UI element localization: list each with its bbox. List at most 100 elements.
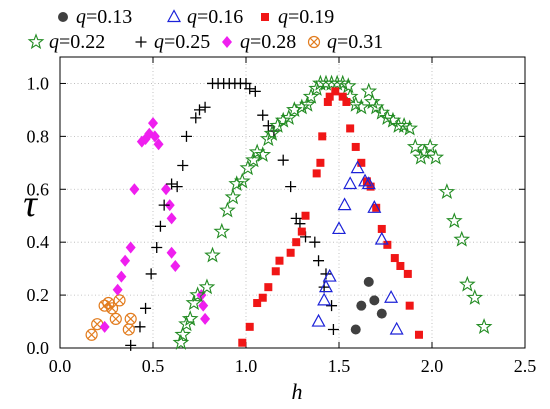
plus-point	[244, 83, 256, 95]
open-star-point	[233, 172, 251, 189]
open-star-point	[445, 212, 463, 229]
plus-point	[194, 104, 205, 116]
filled-diamond-point	[200, 312, 211, 325]
plus-point	[190, 112, 202, 124]
open-star-point	[198, 278, 216, 295]
legend-item: q=0.19	[256, 6, 334, 28]
filled-square-point	[357, 158, 366, 167]
x-tick-label: 1.5	[328, 356, 351, 376]
circled-x-point	[124, 312, 137, 325]
open-star-point	[280, 109, 298, 125]
open-triangle-point	[337, 197, 352, 211]
open-star-point	[239, 159, 257, 176]
filled-diamond-point	[166, 246, 177, 259]
open-triangle-point	[358, 173, 373, 187]
open-star-point	[286, 101, 303, 118]
open-star-point	[181, 310, 199, 327]
open-triangle-point	[311, 313, 326, 327]
open-triangle-point	[343, 176, 358, 190]
filled-diamond-point	[99, 320, 110, 333]
plus-point	[313, 255, 325, 267]
plus-point	[249, 85, 261, 97]
open-star-point	[352, 98, 370, 115]
grid-lines	[60, 57, 525, 348]
plus-point	[180, 130, 192, 142]
plus-point	[154, 220, 166, 232]
open-triangle-point	[318, 279, 333, 293]
filled-square-point	[297, 227, 306, 236]
filled-diamond-point	[149, 130, 160, 143]
series-open-star	[172, 74, 493, 350]
filled-diamond-point	[129, 183, 140, 196]
filled-diamond-point	[198, 299, 209, 312]
filled-circle-point	[350, 324, 361, 335]
filled-square-point	[390, 254, 399, 263]
open-star-point	[378, 109, 396, 125]
legend: q=0.13 q=0.16 q=0.19 q=0.22 q=0.25 q=0.2…	[0, 0, 550, 56]
filled-diamond-point	[153, 138, 164, 151]
open-star-point	[427, 148, 445, 165]
y-tick-label: 0.6	[27, 179, 50, 199]
legend-marker	[27, 33, 45, 50]
legend-label: q=0.25	[154, 31, 211, 53]
open-triangle-point	[374, 231, 389, 245]
open-star-point	[263, 124, 281, 141]
filled-circle-point	[356, 300, 367, 311]
open-triangle-point	[361, 176, 376, 190]
filled-square-point	[292, 238, 301, 247]
filled-square-point	[325, 92, 334, 101]
legend-symbol-open-star	[27, 33, 45, 50]
filled-diamond-point	[116, 270, 127, 283]
open-triangle-point	[384, 289, 399, 303]
filled-square-point	[275, 256, 284, 265]
open-star-point	[259, 130, 277, 147]
series-open-triangle	[311, 160, 404, 335]
filled-diamond-point	[164, 199, 175, 212]
plus-point	[326, 300, 338, 312]
filled-square-point	[312, 169, 321, 178]
legend-label: q=0.28	[240, 31, 297, 53]
plus-point	[277, 154, 289, 166]
open-star-point	[245, 151, 262, 168]
filled-square-point	[258, 293, 267, 302]
filled-square-point	[286, 248, 295, 257]
filled-square-point	[271, 267, 280, 276]
y-tick-label: 0.8	[27, 126, 50, 146]
open-star-point	[347, 95, 365, 112]
y-tick-labels: 0.0 0.2 0.4 0.6 0.8 1.0	[27, 73, 50, 358]
filled-circle-point	[363, 276, 374, 287]
open-triangle-point	[331, 221, 347, 235]
y-axis-label: τ	[23, 183, 38, 225]
plus-point	[294, 218, 306, 230]
legend-symbol-plus	[135, 36, 147, 48]
open-star-point	[328, 74, 346, 91]
plus-point	[177, 159, 189, 171]
open-triangle-point	[350, 160, 365, 174]
plus-point	[171, 181, 183, 193]
open-star-point	[390, 116, 407, 133]
plus-point	[158, 199, 170, 211]
plus-point	[140, 302, 152, 314]
filled-square-point	[377, 224, 386, 233]
x-tick-label: 0.5	[142, 356, 165, 376]
filled-square-point	[342, 97, 351, 106]
plus-point	[257, 109, 269, 121]
open-star-point	[228, 175, 246, 192]
circled-x-point	[85, 328, 98, 341]
filled-diamond-point	[170, 259, 181, 272]
open-star-point	[401, 119, 419, 136]
x-tick-label: 1.0	[235, 356, 258, 376]
legend-symbol-filled-circle	[58, 12, 68, 22]
open-star-point	[406, 138, 424, 155]
open-star-point	[254, 146, 272, 162]
open-star-point	[185, 294, 203, 311]
circled-x-point	[122, 323, 135, 336]
open-triangle-point	[367, 200, 382, 213]
filled-square-point	[238, 338, 247, 347]
legend-marker	[166, 9, 182, 23]
plot-frame	[59, 56, 526, 349]
series-filled-diamond	[99, 117, 211, 333]
x-tick-label: 2.0	[421, 356, 444, 376]
legend-marker	[307, 35, 321, 49]
filled-square-point	[331, 87, 340, 96]
